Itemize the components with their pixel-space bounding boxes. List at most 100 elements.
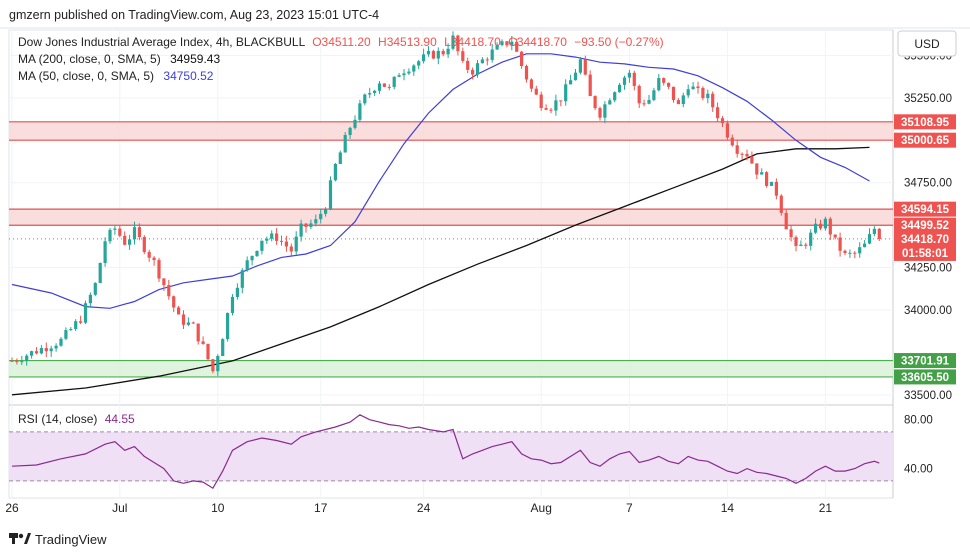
candle-body-60 xyxy=(304,223,308,227)
candle-body-101 xyxy=(505,41,509,46)
candle-body-121 xyxy=(603,104,607,118)
candle-body-120 xyxy=(598,108,602,118)
candle-body-64 xyxy=(324,209,328,214)
candle-body-133 xyxy=(662,78,666,83)
candle-body-114 xyxy=(569,80,573,85)
candle-body-84 xyxy=(422,54,426,62)
candle-body-137 xyxy=(681,95,685,105)
candle-body-12 xyxy=(69,329,73,331)
zone-resistance-lower xyxy=(9,209,893,226)
price-tick-label: 34250.00 xyxy=(904,263,952,275)
legend-low: L34418.70 xyxy=(444,35,501,49)
candle-body-132 xyxy=(657,78,661,91)
ma200-line xyxy=(11,146,870,396)
price-label: 34594.15 xyxy=(901,204,950,216)
time-tick-label: 21 xyxy=(819,501,833,515)
candle-body-65 xyxy=(328,180,333,210)
rsi-tick-label: 80.00 xyxy=(904,415,933,427)
candle-body-127 xyxy=(632,72,636,86)
candle-body-29 xyxy=(152,257,156,261)
candle-body-30 xyxy=(157,260,161,279)
candle-body-123 xyxy=(613,92,617,101)
candle-body-6 xyxy=(39,348,43,354)
candle-body-2 xyxy=(20,361,24,363)
candle-body-93 xyxy=(466,60,470,70)
candle-body-9 xyxy=(54,345,58,349)
candle-body-94 xyxy=(471,69,475,75)
time-tick-label: Jul xyxy=(112,501,127,515)
footer-brand: TradingView xyxy=(35,532,107,547)
legend: Dow Jones Industrial Average Index, 4h, … xyxy=(18,35,664,426)
legend-change: −93.50 (−0.27%) xyxy=(574,35,663,49)
candle-body-71 xyxy=(358,103,362,120)
candle-body-70 xyxy=(353,119,357,128)
candle-body-32 xyxy=(167,285,171,297)
candle-body-166 xyxy=(823,218,827,229)
candle-body-140 xyxy=(696,86,700,89)
candle-body-91 xyxy=(456,35,460,52)
candle-body-7 xyxy=(44,348,48,352)
rsi-band xyxy=(9,431,893,481)
candle-body-89 xyxy=(446,48,450,55)
candle-body-124 xyxy=(618,84,622,93)
candle-body-42 xyxy=(216,355,220,372)
legend-ma200: MA (200, close, 0, SMA, 5) 34959.43 xyxy=(18,52,220,66)
candle-body-55 xyxy=(279,240,284,242)
candle-body-136 xyxy=(676,100,680,105)
candle-body-104 xyxy=(520,51,524,67)
candle-body-57 xyxy=(289,246,293,252)
candle-body-66 xyxy=(333,163,337,181)
candle-body-108 xyxy=(539,94,543,109)
candle-body-125 xyxy=(622,77,627,85)
candle-body-54 xyxy=(275,233,279,241)
candle-body-145 xyxy=(720,118,725,124)
candle-body-56 xyxy=(284,241,288,247)
candle-body-38 xyxy=(196,323,200,342)
candle-body-119 xyxy=(593,96,597,109)
candle-body-144 xyxy=(716,107,720,119)
price-label: 34418.70 xyxy=(901,234,949,246)
candle-body-117 xyxy=(583,59,587,75)
candle-body-146 xyxy=(725,123,729,138)
candle-body-169 xyxy=(838,237,842,251)
candle-body-102 xyxy=(510,41,514,46)
candle-body-164 xyxy=(814,223,818,233)
currency-button[interactable]: USD xyxy=(897,30,957,57)
candle-body-63 xyxy=(319,213,323,220)
candle-body-52 xyxy=(265,238,269,241)
candle-body-87 xyxy=(436,50,440,59)
candle-body-165 xyxy=(818,223,823,229)
published-header: gmzern published on TradingView.com, Aug… xyxy=(9,8,379,22)
candle-body-45 xyxy=(230,296,235,313)
candle-body-177 xyxy=(877,228,881,239)
ma200-label: MA (200, close, 0, SMA, 5) xyxy=(18,52,161,66)
price-tick-label: 34750.00 xyxy=(904,178,952,190)
candle-body-90 xyxy=(451,35,455,49)
candle-body-172 xyxy=(853,252,857,254)
candle-body-3 xyxy=(25,355,29,362)
candle-body-153 xyxy=(760,172,764,175)
candle-body-76 xyxy=(382,83,386,87)
price-label-bg xyxy=(894,114,956,130)
time-tick-label: 24 xyxy=(417,501,431,515)
candle-body-141 xyxy=(701,88,705,99)
candle-body-129 xyxy=(642,103,646,105)
candle-body-150 xyxy=(745,153,749,157)
currency-button-label: USD xyxy=(914,37,940,51)
ma50-path xyxy=(11,53,870,309)
price-tick-label: 34000.00 xyxy=(904,305,952,317)
candle-body-35 xyxy=(181,314,186,325)
legend-rsi: RSI (14, close) 44.55 xyxy=(18,412,135,426)
zones xyxy=(9,121,893,378)
candle-body-20 xyxy=(108,229,112,242)
price-label: 33701.91 xyxy=(901,356,950,368)
time-axis: 26 Jul 10 17 24 Aug 7 14 21 xyxy=(5,501,832,515)
candle-body-62 xyxy=(314,219,318,224)
candle-body-154 xyxy=(765,172,769,186)
candle-body-26 xyxy=(137,227,141,238)
legend-symbol: Dow Jones Industrial Average Index, 4h, … xyxy=(18,35,306,49)
candle-body-135 xyxy=(671,86,676,101)
candle-body-118 xyxy=(588,74,592,97)
candle-body-131 xyxy=(652,90,656,100)
